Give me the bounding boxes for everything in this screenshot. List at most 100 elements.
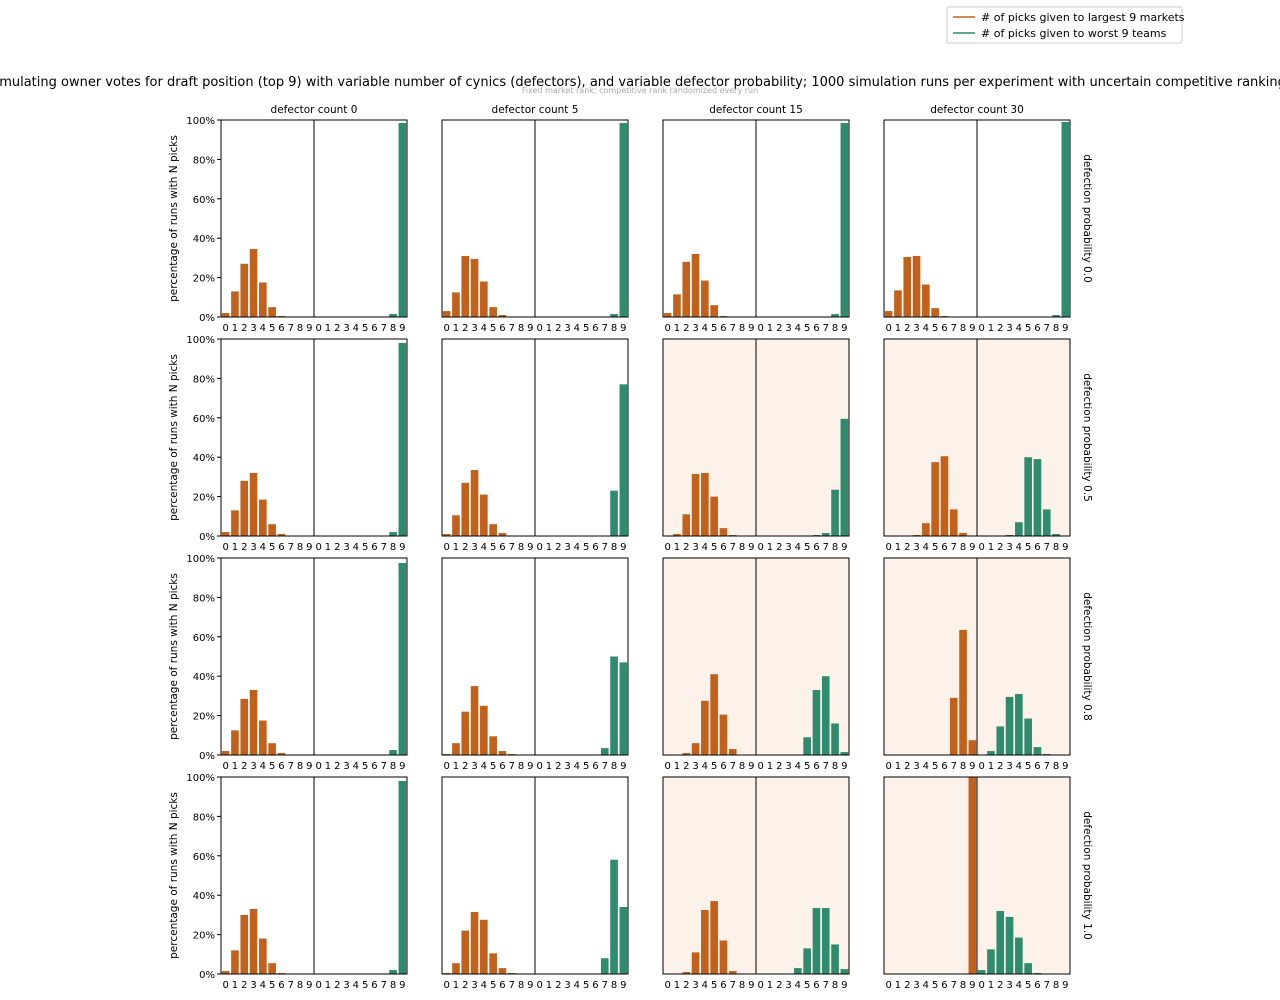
x-tick-label: 8: [297, 323, 303, 334]
x-tick-label: 0: [536, 761, 542, 772]
bar-largest-markets: [489, 524, 497, 536]
x-tick-label: 6: [371, 980, 377, 991]
x-tick-label: 1: [325, 542, 331, 553]
x-tick-label: 3: [913, 761, 919, 772]
x-tick-label: 8: [1053, 542, 1059, 553]
x-tick-label: 7: [823, 323, 829, 334]
x-tick-label: 0: [315, 542, 321, 553]
x-tick-label: 8: [297, 761, 303, 772]
x-tick-label: 3: [913, 323, 919, 334]
x-tick-label: 6: [941, 323, 947, 334]
bar-worst-teams: [840, 122, 849, 317]
bar-largest-markets: [442, 534, 451, 536]
x-tick-label: 8: [832, 323, 838, 334]
x-tick-label: 4: [353, 542, 359, 553]
x-tick-label: 3: [564, 761, 570, 772]
x-tick-label: 8: [390, 323, 396, 334]
bar-worst-teams: [996, 910, 1005, 974]
x-tick-label: 7: [1044, 323, 1050, 334]
bar-largest-markets: [931, 462, 939, 536]
column-header: defector count 5: [492, 104, 579, 116]
x-tick-label: 3: [564, 542, 570, 553]
bar-worst-teams: [821, 676, 830, 755]
x-tick-label: 5: [583, 980, 589, 991]
bar-worst-teams: [610, 490, 618, 536]
x-tick-label: 3: [785, 323, 791, 334]
x-tick-label: 4: [795, 761, 801, 772]
x-tick-label: 8: [1053, 761, 1059, 772]
x-tick-label: 2: [241, 323, 247, 334]
bar-worst-teams: [619, 662, 628, 755]
bar-worst-teams: [821, 533, 830, 536]
x-tick-label: 8: [960, 980, 966, 991]
bar-largest-markets: [268, 963, 276, 974]
bar-largest-markets: [268, 524, 276, 536]
bar-largest-markets: [470, 911, 479, 974]
bar-worst-teams: [840, 969, 849, 974]
x-tick-label: 9: [527, 980, 533, 991]
bar-worst-teams: [1061, 121, 1070, 317]
x-tick-label: 4: [923, 323, 929, 334]
bar-largest-markets: [221, 751, 230, 755]
x-tick-label: 3: [471, 542, 477, 553]
panel: 0 1 2 3 4 5 6 7 8 9 0 1 2 3 4 5 6 7 8 90%20%40%60%80%100%pe…: [168, 116, 408, 334]
column-header: defector count 15: [709, 104, 803, 116]
x-tick-label: 2: [997, 542, 1003, 553]
y-tick-label: 0%: [199, 970, 215, 981]
x-tick-label: 5: [932, 542, 938, 553]
x-tick-label: 3: [785, 542, 791, 553]
x-tick-label: 0: [885, 323, 891, 334]
x-tick-label: 1: [988, 542, 994, 553]
y-tick-label: 80%: [193, 593, 215, 604]
bar-largest-markets: [701, 909, 709, 974]
bar-largest-markets: [673, 294, 681, 317]
x-tick-label: 0: [757, 542, 763, 553]
x-tick-label: 2: [462, 323, 468, 334]
x-tick-label: 8: [390, 980, 396, 991]
bar-worst-teams: [1024, 963, 1032, 974]
bar-worst-teams: [389, 532, 397, 536]
bar-largest-markets: [240, 480, 249, 536]
x-tick-label: 1: [988, 980, 994, 991]
x-tick-label: 1: [546, 761, 552, 772]
x-tick-label: 0: [885, 980, 891, 991]
x-tick-label: 5: [490, 980, 496, 991]
panel-frame: [662, 557, 850, 756]
bar-worst-teams: [831, 944, 839, 974]
x-tick-label: 7: [288, 323, 294, 334]
bar-largest-markets: [480, 494, 488, 536]
x-tick-label: 9: [399, 323, 405, 334]
x-tick-label: 8: [611, 542, 617, 553]
y-tick-label: 60%: [193, 195, 215, 206]
x-tick-label: 7: [951, 323, 957, 334]
bar-largest-markets: [231, 730, 239, 755]
bar-largest-markets: [277, 753, 286, 755]
x-tick-label: 9: [1062, 542, 1068, 553]
x-tick-label: 5: [490, 761, 496, 772]
x-tick-label: 1: [895, 323, 901, 334]
x-tick-label: 2: [997, 323, 1003, 334]
x-tick-label: 7: [602, 761, 608, 772]
y-tick-label: 100%: [186, 116, 215, 127]
x-tick-label: 8: [739, 542, 745, 553]
x-tick-label: 2: [241, 761, 247, 772]
x-tick-label: 0: [664, 323, 670, 334]
bar-largest-markets: [719, 528, 728, 536]
bar-worst-teams: [600, 748, 609, 755]
x-tick-label: 7: [602, 542, 608, 553]
x-tick-label: 5: [362, 761, 368, 772]
bar-largest-markets: [710, 496, 718, 536]
x-tick-label: 1: [767, 323, 773, 334]
x-tick-label: 9: [527, 542, 533, 553]
x-tick-label: 7: [381, 542, 387, 553]
row-label: defection probability 0.0: [1081, 154, 1093, 283]
x-tick-label: 9: [841, 542, 847, 553]
x-tick-label: 6: [499, 323, 505, 334]
x-tick-label: 8: [832, 761, 838, 772]
bar-largest-markets: [691, 253, 700, 317]
x-tick-label: 1: [674, 542, 680, 553]
x-tick-label: 7: [509, 761, 515, 772]
x-tick-label: 8: [739, 761, 745, 772]
